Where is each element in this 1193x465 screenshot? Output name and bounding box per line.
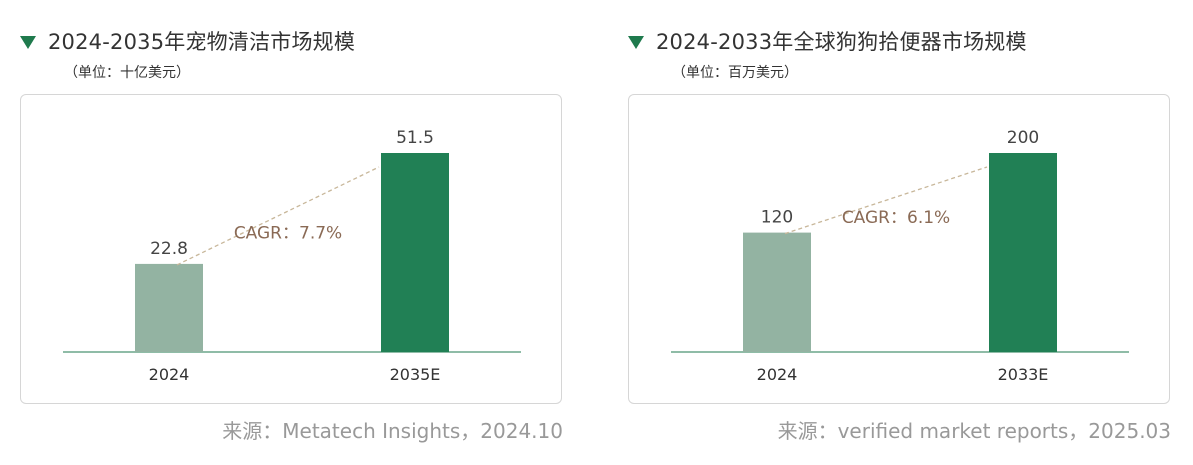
x-tick-label: 2033E	[998, 365, 1049, 384]
bar-2024	[743, 232, 811, 352]
bar-2024	[135, 263, 203, 352]
chart-panel-right: 2024-2033年全球狗狗拾便器市场规模 （单位：百万美元） 120 2024 2…	[608, 0, 1193, 465]
cagr-trend-line	[784, 166, 988, 235]
chart-title-row: 2024-2035年宠物清洁市场规模	[20, 26, 355, 56]
chart-title-row: 2024-2033年全球狗狗拾便器市场规模	[628, 26, 1027, 56]
x-tick-label: 2024	[149, 365, 190, 384]
triangle-bullet-icon	[20, 35, 36, 49]
cagr-trend-line	[176, 166, 380, 266]
x-tick-label: 2024	[757, 365, 798, 384]
x-tick-label: 2035E	[390, 365, 441, 384]
data-label: 200	[1007, 128, 1039, 148]
triangle-bullet-icon	[628, 35, 644, 49]
chart-source: 来源：Metatech Insights，2024.10	[222, 419, 563, 443]
chart-panel-left: 2024-2035年宠物清洁市场规模 （单位：十亿美元） 22.8 2024 51.…	[0, 0, 596, 465]
bar-2033E	[989, 153, 1057, 352]
data-label: 22.8	[150, 239, 188, 259]
chart-unit: （单位：百万美元）	[672, 65, 798, 81]
bar-2035E	[381, 153, 449, 352]
chart-title: 2024-2035年宠物清洁市场规模	[48, 30, 356, 54]
cagr-annotation: CAGR：7.7%	[234, 223, 342, 243]
chart-area: 22.8 2024 51.5 2035E CAGR：7.7%	[20, 94, 562, 404]
chart-area: 120 2024 200 2033E CAGR：6.1%	[628, 94, 1170, 404]
chart-unit: （单位：十亿美元）	[64, 65, 190, 81]
cagr-annotation: CAGR：6.1%	[842, 208, 950, 228]
chart-source: 来源：verified market reports，2025.03	[777, 419, 1171, 443]
data-label: 120	[761, 208, 793, 228]
bar-chart-svg: 120 2024 200 2033E CAGR：6.1%	[671, 128, 1129, 384]
bar-chart-svg: 22.8 2024 51.5 2035E CAGR：7.7%	[63, 128, 521, 384]
chart-title: 2024-2033年全球狗狗拾便器市场规模	[656, 30, 1027, 54]
data-label: 51.5	[396, 128, 434, 148]
